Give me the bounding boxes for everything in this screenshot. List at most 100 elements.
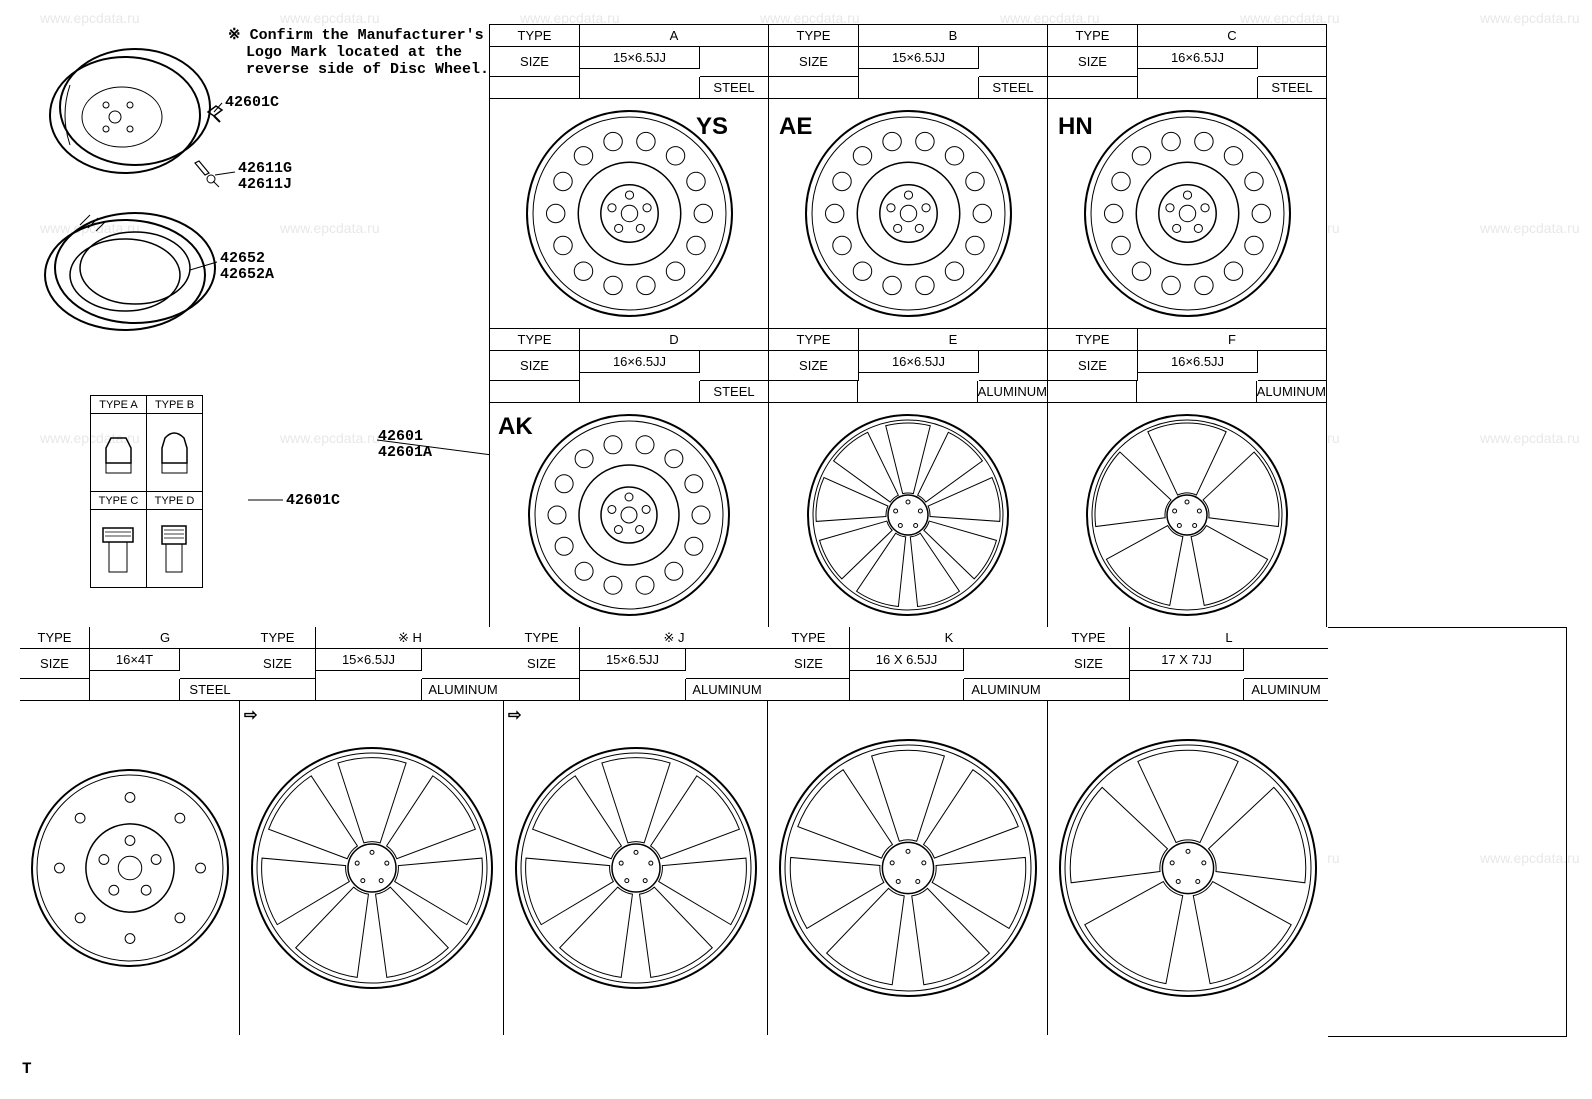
card-e-sizelbl: SIZE xyxy=(769,351,859,381)
card-d-size: 16×6.5JJ xyxy=(580,351,700,373)
card-j-sizelbl: SIZE xyxy=(504,649,580,679)
card-b-type: TYPE xyxy=(769,25,859,47)
card-b-letter: B xyxy=(859,25,1047,47)
card-b-material: STEEL xyxy=(979,77,1047,99)
nut-c-icon xyxy=(91,510,147,588)
card-d-material: STEEL xyxy=(700,381,768,403)
card-a-type: TYPE xyxy=(490,25,580,47)
card-c-size: 16×6.5JJ xyxy=(1138,47,1258,69)
card-f-sizelbl: SIZE xyxy=(1048,351,1138,381)
card-k-sizelbl: SIZE xyxy=(768,649,850,679)
card-l-material: ALUMINUM xyxy=(1244,679,1328,701)
card-c-sizelbl: SIZE xyxy=(1048,47,1138,77)
wheel-card-d: TYPED SIZE16×6.5JJ STEEL AK xyxy=(489,328,769,628)
watermark: www.epcdata.ru xyxy=(1480,220,1580,236)
card-c-type: TYPE xyxy=(1048,25,1138,47)
card-f-material: ALUMINUM xyxy=(1257,381,1326,403)
card-h-type: TYPE xyxy=(240,627,316,649)
arrow-icon: ⇨ xyxy=(244,705,257,725)
card-l-letter: L xyxy=(1130,627,1328,649)
watermark: www.epcdata.ru xyxy=(280,10,380,26)
note-text: ※ Confirm the Manufacturer's Logo Mark l… xyxy=(228,25,489,78)
card-g-type: TYPE xyxy=(20,627,90,649)
card-a-letter: A xyxy=(580,25,768,47)
nut-c-label: TYPE C xyxy=(91,492,147,510)
card-h-size: 15×6.5JJ xyxy=(316,649,422,671)
card-j-type: TYPE xyxy=(504,627,580,649)
wheel-g-drawing xyxy=(20,701,240,1035)
wheel-card-c: TYPEC SIZE16×6.5JJ STEEL HN xyxy=(1047,24,1327,329)
wheel-h-drawing: ⇨ xyxy=(240,701,504,1035)
wheel-k-drawing xyxy=(768,701,1048,1035)
card-f-size: 16×6.5JJ xyxy=(1138,351,1258,373)
label-42611G: 42611G xyxy=(238,160,292,177)
card-d-mark: AK xyxy=(498,413,533,441)
watermark: www.epcdata.ru xyxy=(1480,430,1580,446)
card-g-letter: G xyxy=(90,627,240,649)
wheel-j-drawing: ⇨ xyxy=(504,701,768,1035)
wheel-card-l: TYPEL SIZE17 X 7JJ ALUMINUM xyxy=(1048,627,1328,1037)
wheel-card-b: TYPEB SIZE15×6.5JJ STEEL AE xyxy=(768,24,1048,329)
card-j-size: 15×6.5JJ xyxy=(580,649,686,671)
watermark: www.epcdata.ru xyxy=(280,220,380,236)
wheel-card-j: TYPE※ J SIZE15×6.5JJ ALUMINUM ⇨ xyxy=(504,627,768,1037)
wheel-card-k: TYPEK SIZE16 X 6.5JJ ALUMINUM xyxy=(768,627,1048,1037)
card-h-sizelbl: SIZE xyxy=(240,649,316,679)
card-h-letter: ※ H xyxy=(316,627,504,649)
card-l-sizelbl: SIZE xyxy=(1048,649,1130,679)
card-k-type: TYPE xyxy=(768,627,850,649)
nut-a-label: TYPE A xyxy=(91,396,147,414)
card-k-letter: K xyxy=(850,627,1048,649)
card-c-material: STEEL xyxy=(1258,77,1326,99)
card-j-letter: ※ J xyxy=(580,627,768,649)
card-j-material: ALUMINUM xyxy=(686,679,768,701)
wheel-card-g: TYPEG SIZE16×4T STEEL xyxy=(20,627,240,1037)
card-l-type: TYPE xyxy=(1048,627,1130,649)
card-e-type: TYPE xyxy=(769,329,859,351)
card-l-size: 17 X 7JJ xyxy=(1130,649,1244,671)
label-42601: 42601 xyxy=(378,428,423,445)
nut-d-icon xyxy=(147,510,203,588)
card-c-letter: C xyxy=(1138,25,1326,47)
card-e-material: ALUMINUM xyxy=(978,381,1047,403)
card-a-mark: YS xyxy=(696,113,728,141)
nut-b-label: TYPE B xyxy=(147,396,203,414)
wheel-l-drawing xyxy=(1048,701,1328,1035)
card-h-material: ALUMINUM xyxy=(422,679,504,701)
wheel-f-drawing xyxy=(1048,403,1326,627)
card-b-mark: AE xyxy=(779,113,812,141)
footer-left: T xyxy=(22,1060,32,1078)
label-42601C-2: 42601C xyxy=(286,492,340,509)
watermark: www.epcdata.ru xyxy=(1480,10,1580,26)
card-e-size: 16×6.5JJ xyxy=(859,351,979,373)
wheel-e-drawing xyxy=(769,403,1047,627)
card-a-material: STEEL xyxy=(700,77,768,99)
card-f-type: TYPE xyxy=(1048,329,1138,351)
card-k-size: 16 X 6.5JJ xyxy=(850,649,964,671)
card-b-size: 15×6.5JJ xyxy=(859,47,979,69)
wheel-card-a: TYPEA SIZE15×6.5JJ STEEL YS xyxy=(489,24,769,329)
wheel-card-e: TYPEE SIZE16×6.5JJ ALUMINUM xyxy=(768,328,1048,628)
card-c-mark: HN xyxy=(1058,113,1093,141)
card-b-sizelbl: SIZE xyxy=(769,47,859,77)
label-42611J: 42611J xyxy=(238,176,292,193)
label-42652A: 42652A xyxy=(220,266,274,283)
watermark: www.epcdata.ru xyxy=(40,10,140,26)
wheel-card-h: TYPE※ H SIZE15×6.5JJ ALUMINUM ⇨ xyxy=(240,627,504,1037)
card-a-size: 15×6.5JJ xyxy=(580,47,700,69)
watermark: www.epcdata.ru xyxy=(280,430,380,446)
arrow-icon: ⇨ xyxy=(508,705,521,725)
nut-a-icon xyxy=(91,414,147,492)
card-g-material: STEEL xyxy=(180,679,240,701)
wheel-card-f: TYPEF SIZE16×6.5JJ ALUMINUM xyxy=(1047,328,1327,628)
label-42601A: 42601A xyxy=(378,444,432,461)
card-a-sizelbl: SIZE xyxy=(490,47,580,77)
card-k-material: ALUMINUM xyxy=(964,679,1048,701)
card-d-type: TYPE xyxy=(490,329,580,351)
card-g-size: 16×4T xyxy=(90,649,180,671)
label-42652: 42652 xyxy=(220,250,265,267)
card-d-letter: D xyxy=(580,329,768,351)
valve-icon xyxy=(185,155,225,195)
card-g-sizelbl: SIZE xyxy=(20,649,90,679)
nut-d-label: TYPE D xyxy=(147,492,203,510)
